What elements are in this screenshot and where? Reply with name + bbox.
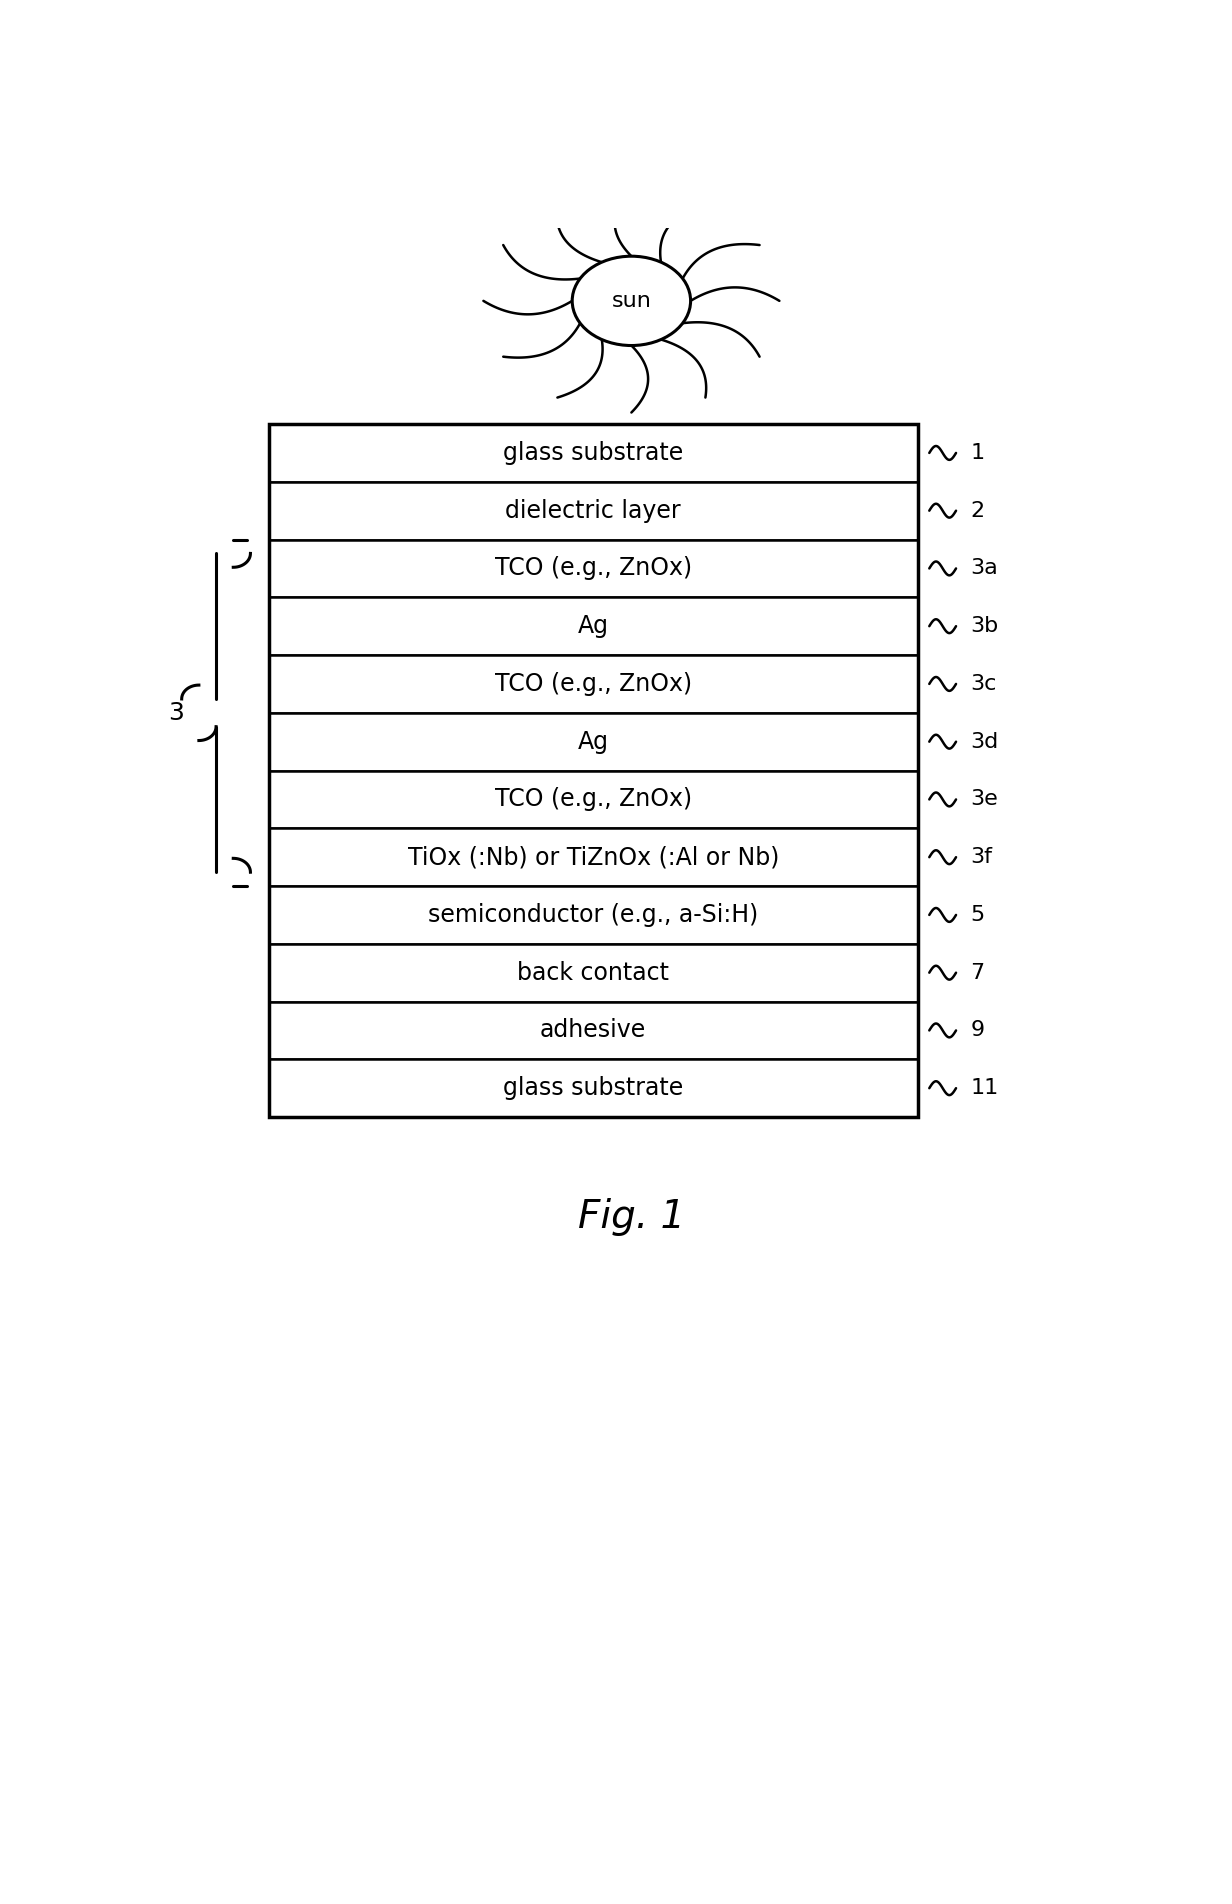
Text: 3f: 3f: [971, 847, 992, 866]
Text: Ag: Ag: [578, 615, 609, 638]
Text: TCO (e.g., ZnOx): TCO (e.g., ZnOx): [494, 556, 692, 581]
Bar: [269, 425, 918, 482]
Text: 11: 11: [971, 1078, 999, 1099]
Bar: [269, 712, 918, 771]
Text: 7: 7: [971, 963, 984, 982]
Text: semiconductor (e.g., a-Si:H): semiconductor (e.g., a-Si:H): [428, 902, 759, 927]
Text: TiOx (:Nb) or TiZnOx (:Al or Nb): TiOx (:Nb) or TiZnOx (:Al or Nb): [408, 845, 779, 870]
Ellipse shape: [572, 257, 691, 345]
Text: adhesive: adhesive: [540, 1019, 647, 1041]
Bar: [269, 828, 918, 885]
Text: dielectric layer: dielectric layer: [505, 499, 681, 524]
Bar: [269, 655, 918, 712]
Bar: [269, 425, 918, 1118]
Text: 3: 3: [168, 701, 184, 725]
Text: TCO (e.g., ZnOx): TCO (e.g., ZnOx): [494, 672, 692, 697]
Bar: [269, 1002, 918, 1059]
Text: 3a: 3a: [971, 558, 998, 579]
Text: Fig. 1: Fig. 1: [578, 1198, 685, 1236]
Text: sun: sun: [611, 291, 652, 310]
Text: Ag: Ag: [578, 729, 609, 754]
Bar: [269, 885, 918, 944]
Text: 1: 1: [971, 444, 984, 463]
Text: 2: 2: [971, 501, 984, 520]
Bar: [269, 598, 918, 655]
Text: 3c: 3c: [971, 674, 997, 693]
Bar: [269, 771, 918, 828]
Text: 5: 5: [971, 904, 984, 925]
Text: back contact: back contact: [517, 962, 669, 984]
Text: glass substrate: glass substrate: [503, 442, 684, 465]
Bar: [269, 482, 918, 539]
Text: 3b: 3b: [971, 617, 999, 636]
Text: TCO (e.g., ZnOx): TCO (e.g., ZnOx): [494, 788, 692, 811]
Text: 3e: 3e: [971, 790, 998, 809]
Text: 3d: 3d: [971, 731, 999, 752]
Bar: [269, 944, 918, 1002]
Bar: [269, 539, 918, 598]
Text: glass substrate: glass substrate: [503, 1076, 684, 1101]
Bar: [269, 1059, 918, 1118]
Text: 9: 9: [971, 1021, 984, 1040]
